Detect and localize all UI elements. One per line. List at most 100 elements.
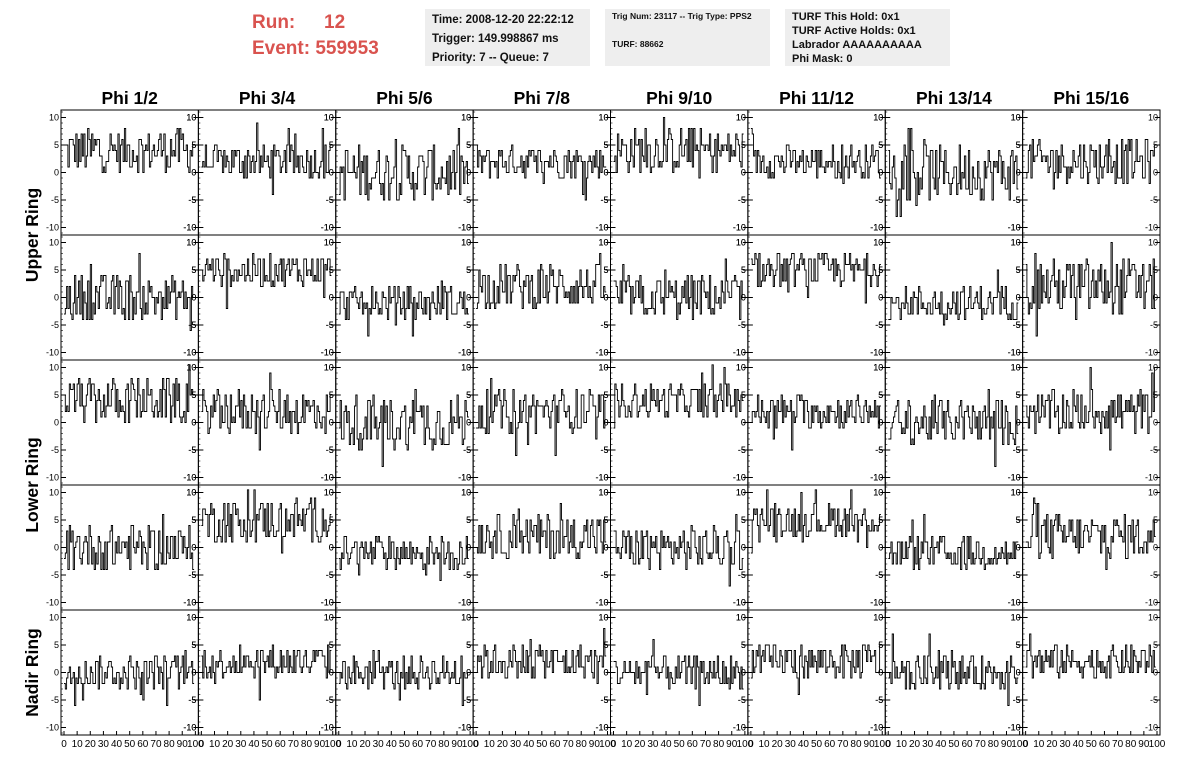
row-title: Lower Ring — [22, 437, 42, 532]
y-tick-label: -5 — [188, 695, 196, 705]
y-tick-label: -10 — [458, 223, 471, 233]
y-tick-label: 5 — [1016, 390, 1021, 400]
y-tick-label: -10 — [183, 598, 196, 608]
y-tick-label: -10 — [1145, 723, 1158, 733]
y-tick-label: 0 — [603, 418, 608, 428]
y-tick-label: -5 — [188, 570, 196, 580]
y-tick-label: 10 — [873, 488, 883, 498]
y-tick-label: 5 — [1016, 640, 1021, 650]
y-tick-label: 0 — [466, 668, 471, 678]
y-tick-label: 5 — [603, 265, 608, 275]
x-tick-label: 80 — [988, 739, 1000, 750]
waveform-trace — [476, 253, 607, 309]
y-tick-label: 10 — [736, 613, 746, 623]
column-title: Phi 5/6 — [376, 88, 433, 108]
y-tick-label: 0 — [191, 168, 196, 178]
waveform-trace — [613, 258, 744, 320]
y-tick-label: -5 — [738, 695, 746, 705]
y-tick-label: -5 — [600, 570, 608, 580]
waveform-trace — [888, 514, 1019, 570]
labrador-line: Labrador AAAAAAAAAA — [792, 39, 922, 51]
panel-frame — [197, 609, 337, 736]
y-tick-label: -10 — [458, 473, 471, 483]
waveform-trace — [476, 503, 607, 559]
x-tick-label: 0 — [885, 739, 891, 750]
x-tick-label: 20 — [1046, 739, 1058, 750]
waveform-trace — [64, 650, 195, 706]
y-tick-label: -5 — [738, 445, 746, 455]
x-tick-label: 100 — [874, 739, 891, 750]
waveform-trace — [750, 253, 881, 304]
x-tick-label: 90 — [1001, 739, 1013, 750]
y-tick-label: 10 — [186, 238, 196, 248]
y-tick-label: -5 — [51, 445, 59, 455]
y-tick-label: 10 — [186, 613, 196, 623]
y-tick-label: 10 — [598, 613, 608, 623]
y-tick-label: -5 — [1013, 195, 1021, 205]
y-tick-label: -5 — [326, 320, 334, 330]
y-tick-label: -5 — [1013, 320, 1021, 330]
y-tick-label: 5 — [191, 640, 196, 650]
y-tick-label: 0 — [878, 168, 883, 178]
y-tick-label: 0 — [878, 543, 883, 553]
x-tick-label: 50 — [124, 739, 136, 750]
y-tick-label: 5 — [1016, 515, 1021, 525]
y-tick-label: 10 — [873, 488, 883, 498]
y-tick-label: 5 — [191, 265, 196, 275]
y-tick-label: -10 — [321, 473, 334, 483]
waveform-trace — [613, 639, 744, 706]
y-tick-label: 10 — [186, 613, 196, 623]
waveform-trace — [338, 389, 469, 467]
y-tick-label: -10 — [183, 598, 196, 608]
y-tick-label: 10 — [1011, 238, 1021, 248]
y-tick-label: 10 — [873, 238, 883, 248]
x-tick-label: 90 — [726, 739, 738, 750]
y-tick-label: -5 — [1013, 570, 1021, 580]
y-tick-label: 5 — [878, 265, 883, 275]
y-tick-label: 5 — [603, 265, 608, 275]
y-tick-label: 0 — [191, 543, 196, 553]
panel-frame — [472, 359, 611, 486]
waveform-trace — [338, 650, 469, 706]
y-tick-label: -10 — [870, 348, 883, 358]
y-tick-label: -10 — [321, 598, 334, 608]
y-tick-label: 5 — [741, 265, 746, 275]
y-tick-label: -5 — [463, 445, 471, 455]
y-tick-label: 10 — [1011, 488, 1021, 498]
y-tick-label: -10 — [870, 348, 883, 358]
y-tick-label: -10 — [733, 723, 746, 733]
waveform-trace — [1025, 497, 1156, 570]
y-tick-label: 0 — [1153, 168, 1158, 178]
waveform-trace — [613, 117, 744, 179]
turf-info-box: TURF This Hold: 0x1 TURF Active Holds: 0… — [785, 9, 950, 66]
y-tick-label: 10 — [461, 613, 471, 623]
y-tick-label: -10 — [595, 723, 608, 733]
y-tick-label: 0 — [1016, 293, 1021, 303]
y-tick-label: -5 — [463, 695, 471, 705]
y-tick-label: -10 — [595, 223, 608, 233]
y-tick-label: 5 — [54, 515, 59, 525]
y-tick-label: -5 — [188, 320, 196, 330]
y-tick-label: -10 — [595, 348, 608, 358]
x-tick-label: 0 — [61, 739, 67, 750]
y-tick-label: 5 — [878, 515, 883, 525]
y-tick-label: 10 — [1011, 363, 1021, 373]
y-tick-label: -10 — [870, 598, 883, 608]
y-tick-label: -5 — [326, 570, 334, 580]
y-tick-label: 10 — [324, 238, 334, 248]
y-tick-label: -5 — [875, 570, 883, 580]
x-tick-label: 10 — [621, 739, 633, 750]
waveform-trace — [888, 389, 1019, 467]
y-tick-label: 10 — [324, 113, 334, 123]
y-tick-label: 5 — [329, 265, 334, 275]
x-tick-label: 10 — [896, 739, 908, 750]
panel-frame — [610, 234, 749, 361]
x-tick-label: 60 — [412, 739, 424, 750]
y-tick-label: 10 — [1148, 363, 1158, 373]
panel-frame — [472, 609, 611, 736]
y-tick-label: -10 — [183, 348, 196, 358]
waveform-trace — [888, 633, 1019, 706]
x-tick-label: 90 — [1138, 739, 1150, 750]
y-tick-label: 5 — [1153, 390, 1158, 400]
y-tick-label: 10 — [736, 363, 746, 373]
